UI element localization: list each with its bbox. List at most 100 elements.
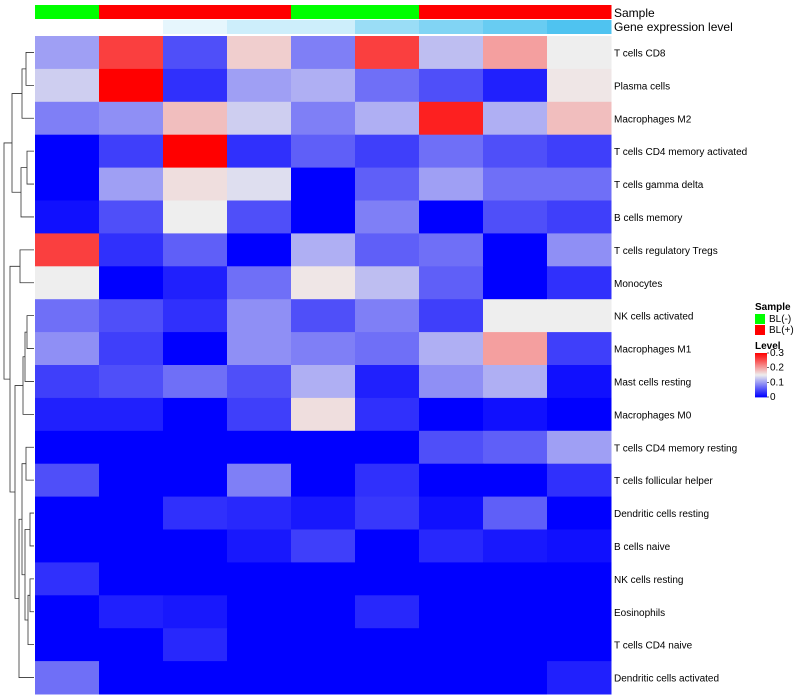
expression-annotation-cell (355, 20, 420, 34)
heatmap-cell (355, 661, 420, 695)
dendrogram-branch (24, 331, 34, 382)
dendrogram-branch (25, 446, 34, 481)
heatmap-cell (355, 233, 420, 267)
heatmap-cell (483, 233, 548, 267)
heatmap-cell (419, 233, 484, 267)
heatmap-cell (483, 36, 548, 70)
dendrogram-branch (19, 249, 34, 284)
heatmap-cell (35, 463, 100, 498)
heatmap-cell (355, 332, 420, 366)
expression-annotation-cell (547, 20, 612, 34)
heatmap-cell (35, 36, 100, 70)
heatmap-cell (291, 595, 356, 629)
legend-colorbar-step (755, 395, 767, 398)
legend-colorbar-step (755, 384, 767, 387)
dendrogram-branch (27, 594, 34, 646)
legend-colorbar-step (755, 373, 767, 376)
sample-annotation-cell (291, 5, 356, 19)
row-label: T cells follicular helper (614, 476, 713, 487)
heatmap-cell (355, 36, 420, 70)
heatmap-cell (35, 134, 100, 169)
legend-colorbar-step (755, 367, 767, 369)
legend-colorbar-step (755, 359, 767, 362)
heatmap-cell (35, 68, 100, 103)
heatmap-cell (99, 430, 164, 465)
heatmap-cell (227, 299, 292, 333)
heatmap-cell (163, 397, 228, 432)
heatmap-cell (419, 430, 484, 465)
heatmap-cell (227, 266, 292, 300)
heatmap-cell (483, 463, 548, 498)
heatmap-cell (291, 68, 356, 103)
legend-tick-label: 0.1 (770, 377, 784, 388)
heatmap-cell (35, 595, 100, 629)
legend-colorbar-step (755, 371, 767, 374)
heatmap-cell (99, 200, 164, 234)
heatmap-cell (483, 562, 548, 596)
dendrogram-branch (3, 142, 12, 380)
heatmap-cell (419, 496, 484, 530)
heatmap-cell (99, 101, 164, 136)
annotation-label-expression: Gene expression level (614, 20, 733, 34)
heatmap-cell (35, 365, 100, 399)
heatmap-cell (483, 595, 548, 629)
heatmap-cell (291, 661, 356, 695)
row-label: NK cells resting (614, 575, 683, 586)
heatmap-cell (547, 233, 612, 267)
heatmap-cell (227, 628, 292, 662)
sample-annotation-cell (227, 5, 292, 19)
legend-colorbar-step (755, 392, 767, 395)
heatmap-cell (227, 200, 292, 234)
heatmap-cell (35, 562, 100, 596)
expression-annotation-cell (227, 20, 292, 34)
heatmap-cell (227, 529, 292, 563)
heatmap-cell (99, 167, 164, 201)
annotation-labels: Sample Gene expression level (614, 6, 733, 34)
heatmap-cell (35, 200, 100, 234)
legend-colorbar-step (755, 370, 767, 373)
expression-annotation-cell (291, 20, 356, 34)
heatmap-cell (35, 233, 100, 267)
dendrogram-branch (29, 578, 34, 613)
expression-annotation-cell (35, 20, 100, 34)
heatmap-cell (547, 628, 612, 662)
heatmap-cell (547, 332, 612, 366)
heatmap-cell (163, 233, 228, 267)
legend-colorbar-step (755, 369, 767, 371)
heatmap-cell (291, 496, 356, 530)
heatmap-cell (355, 430, 420, 465)
heatmap-cell (291, 562, 356, 596)
heatmap-cell (227, 397, 292, 432)
heatmap-cell (163, 332, 228, 366)
heatmap-cell (355, 562, 420, 596)
heatmap-cell (355, 299, 420, 333)
legend-colorbar-step (755, 360, 767, 363)
heatmap-cell (355, 200, 420, 234)
heatmap-cell (227, 101, 292, 136)
heatmap-cell (99, 595, 164, 629)
heatmap-cell (419, 68, 484, 103)
heatmap-cell (419, 36, 484, 70)
heatmap-cell (291, 628, 356, 662)
heatmap-cell (419, 266, 484, 300)
legend-sample-label: BL(+) (769, 325, 794, 336)
heatmap-cell (547, 397, 612, 432)
heatmap-cell (419, 595, 484, 629)
heatmap-cell (227, 661, 292, 695)
heatmap-cell (163, 496, 228, 530)
heatmap-cell (99, 134, 164, 169)
heatmap-cell (163, 167, 228, 201)
legend-level-title: Level (755, 341, 781, 352)
heatmap-cell (355, 397, 420, 432)
legend-colorbar-step (755, 394, 767, 397)
legend-colorbar-step (755, 391, 767, 393)
heatmap-cell (163, 562, 228, 596)
annotation-label-sample: Sample (614, 6, 655, 20)
heatmap-cell (163, 68, 228, 103)
dendrogram-branch (20, 167, 34, 218)
heatmap-cell (227, 233, 292, 267)
heatmap-cell (483, 332, 548, 366)
heatmap-cell (291, 266, 356, 300)
heatmap-cell (227, 134, 292, 169)
heatmap-cell (483, 628, 548, 662)
